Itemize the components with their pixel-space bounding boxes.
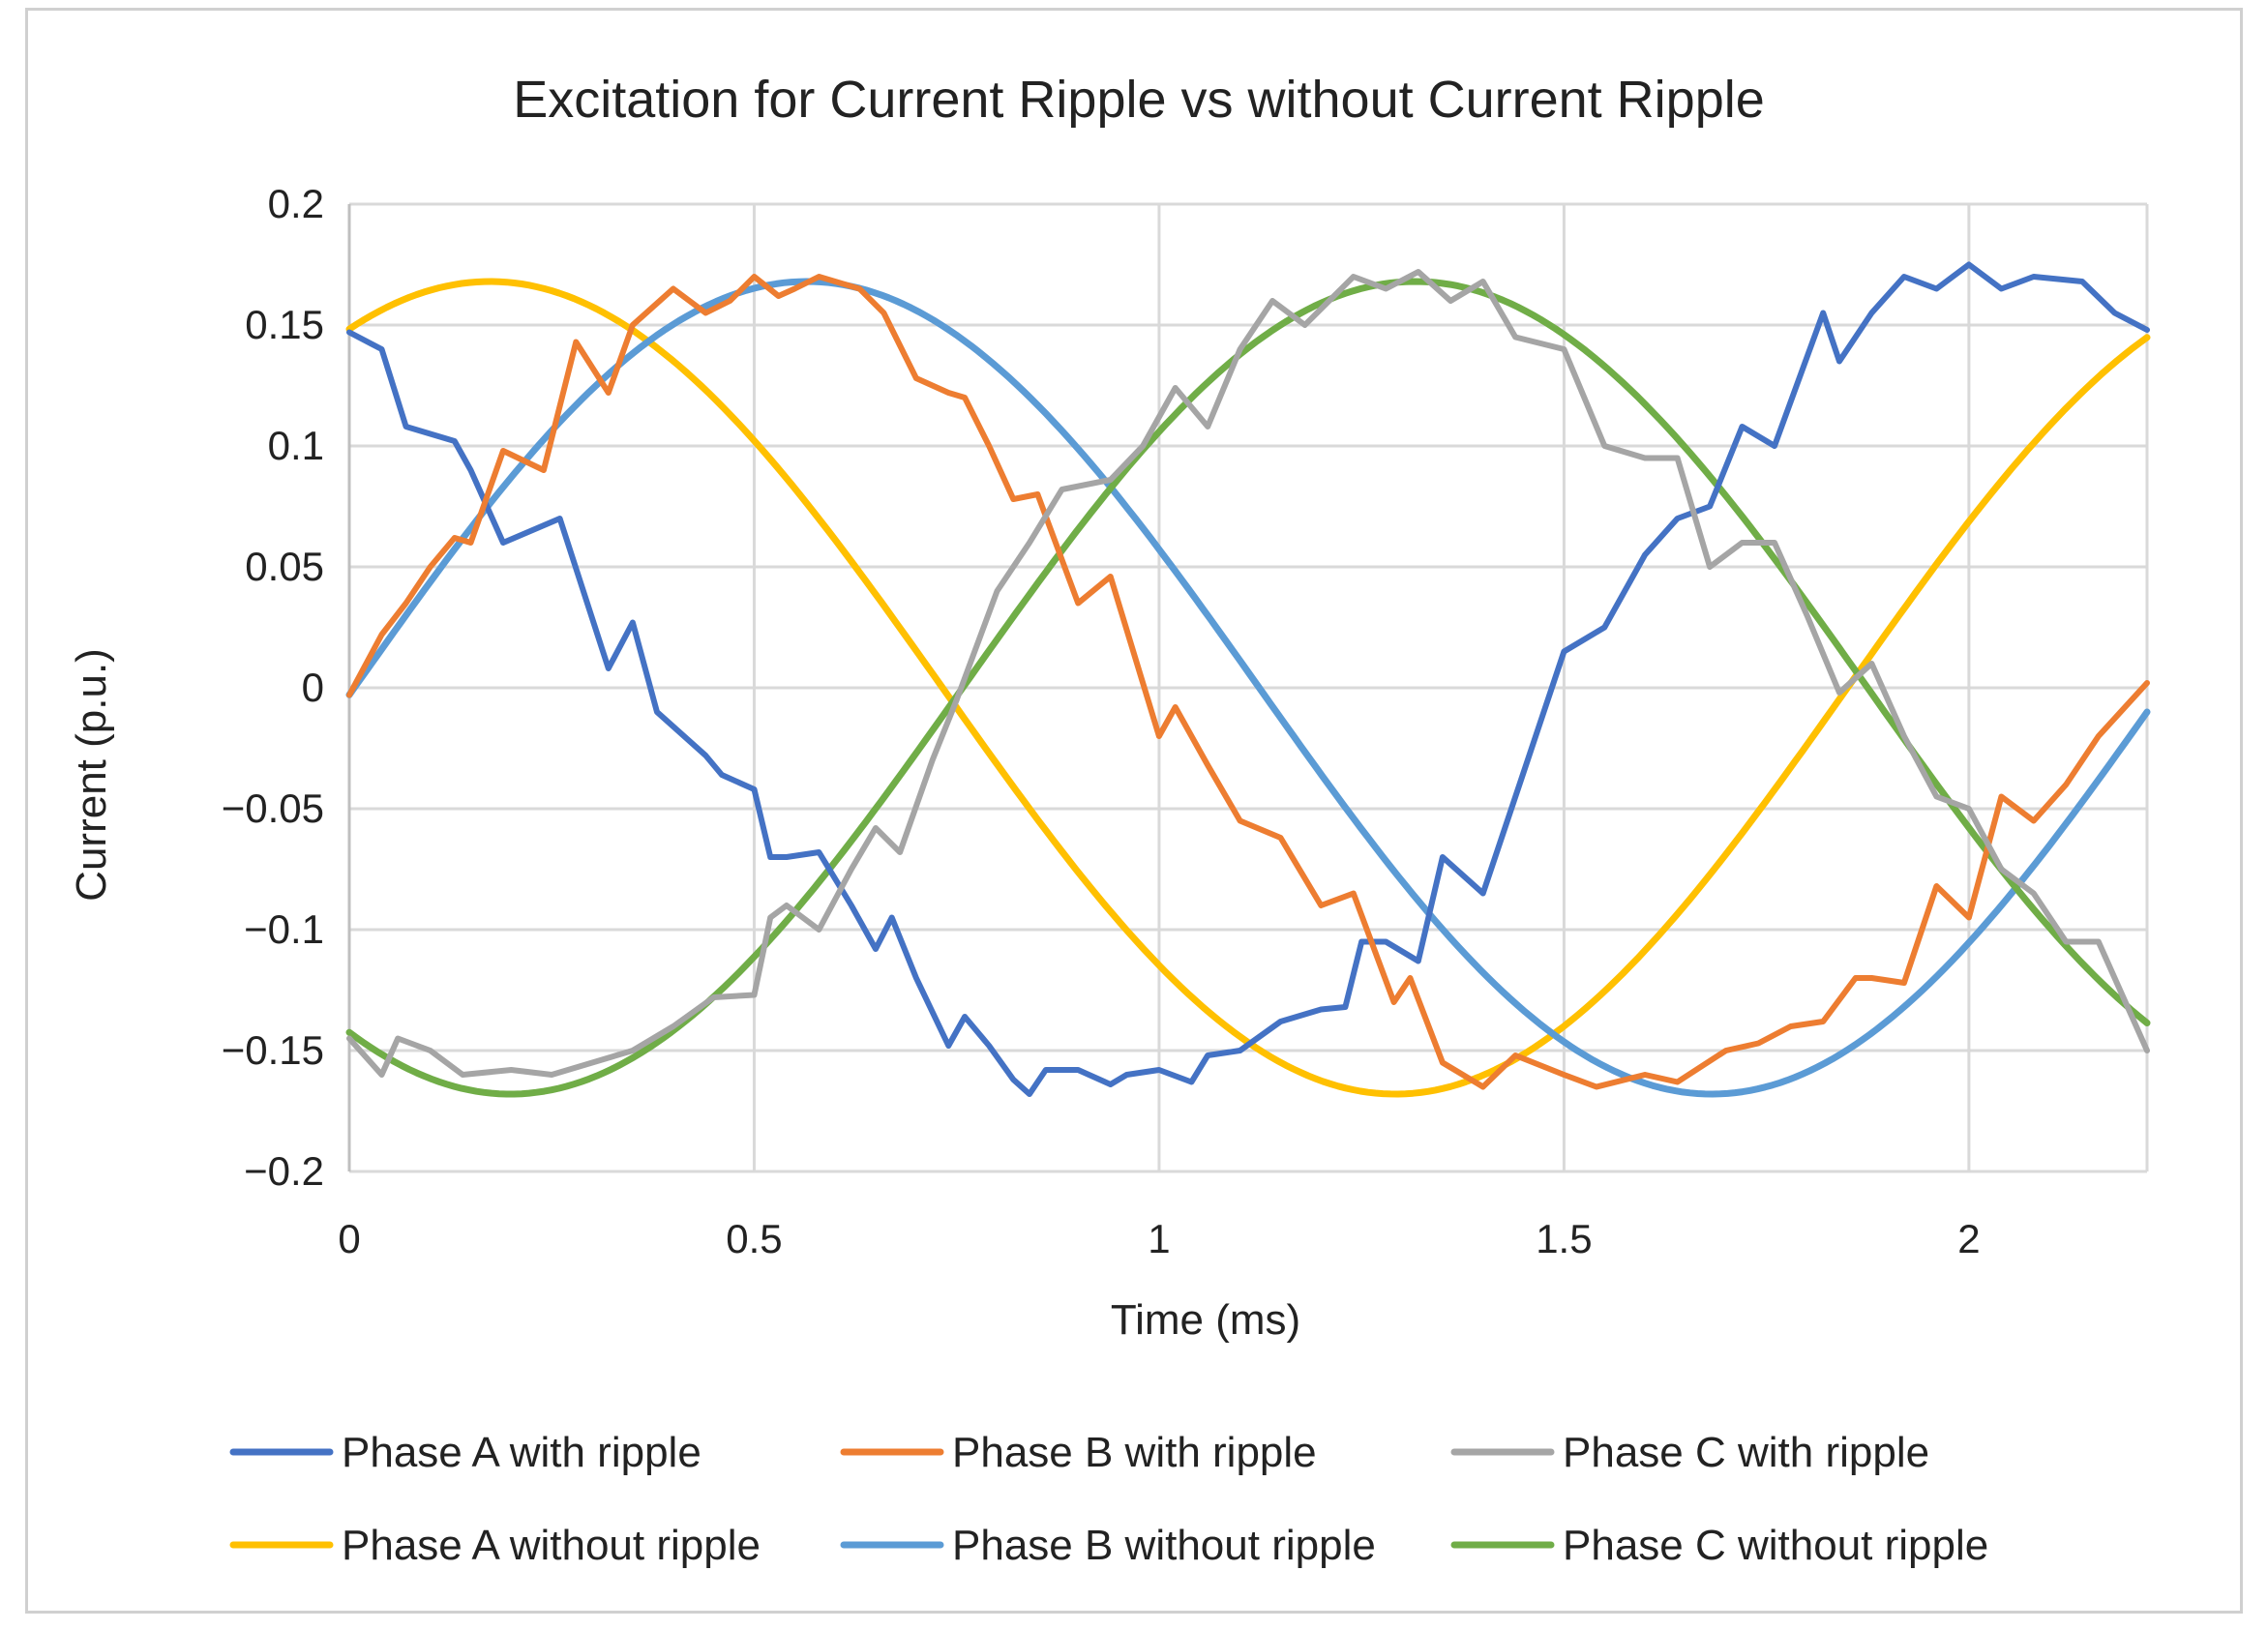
y-tick-label: −0.15 bbox=[222, 1027, 324, 1073]
y-tick-label: 0.2 bbox=[268, 181, 324, 226]
x-tick-label: 0.5 bbox=[726, 1216, 782, 1261]
series-line-phase-a-with-ripple bbox=[346, 261, 2150, 1097]
x-tick-label: 1 bbox=[1148, 1216, 1170, 1261]
legend-label: Phase A with ripple bbox=[342, 1429, 701, 1476]
legend-label: Phase C with ripple bbox=[1563, 1429, 1929, 1476]
y-tick-label: 0.1 bbox=[268, 423, 324, 468]
y-axis-label: Current (p.u.) bbox=[68, 648, 115, 902]
legend: Phase A with ripple Phase B with ripple Ph… bbox=[229, 1429, 1988, 1569]
series-line-phase-c-without-ripple bbox=[345, 278, 2151, 1098]
y-tick-label: −0.1 bbox=[244, 906, 324, 952]
chart-title: Excitation for Current Ripple vs without… bbox=[513, 71, 1765, 129]
grid-layer bbox=[349, 202, 2149, 1173]
x-tick-label: 1.5 bbox=[1536, 1216, 1592, 1261]
legend-label: Phase B without ripple bbox=[952, 1522, 1376, 1569]
legend-item: Phase C with ripple bbox=[1450, 1429, 1929, 1476]
y-tick-label: −0.2 bbox=[244, 1148, 324, 1194]
chart-frame: Excitation for Current Ripple vs without… bbox=[25, 8, 2243, 1614]
x-tick-label: 0 bbox=[338, 1216, 360, 1261]
y-tick-label: 0.05 bbox=[245, 544, 324, 589]
legend-item: Phase A with ripple bbox=[229, 1429, 701, 1476]
legend-item: Phase C without ripple bbox=[1450, 1522, 1988, 1569]
series-layer bbox=[345, 261, 2151, 1098]
y-tick-label: 0.15 bbox=[245, 302, 324, 347]
legend-item: Phase B with ripple bbox=[840, 1429, 1317, 1476]
y-tick-label: −0.05 bbox=[222, 785, 324, 831]
legend-item: Phase B without ripple bbox=[840, 1522, 1376, 1569]
legend-label: Phase C without ripple bbox=[1563, 1522, 1988, 1569]
x-axis-label: Time (ms) bbox=[1111, 1296, 1300, 1344]
chart-svg: Excitation for Current Ripple vs without… bbox=[68, 71, 2151, 1569]
series-line-phase-b-without-ripple bbox=[345, 278, 2151, 1098]
tick-layer: 0.2 0.15 0.1 0.05 0 −0.05 −0.1 −0.15 −0.2 0 0.5 1 1.… bbox=[222, 181, 1981, 1261]
legend-label: Phase B with ripple bbox=[952, 1429, 1317, 1476]
series-line-phase-b-with-ripple bbox=[346, 274, 2150, 1090]
legend-label: Phase A without ripple bbox=[342, 1522, 761, 1569]
x-tick-label: 2 bbox=[1957, 1216, 1980, 1261]
y-tick-label: 0 bbox=[302, 665, 324, 710]
legend-item: Phase A without ripple bbox=[229, 1522, 761, 1569]
series-line-phase-c-with-ripple bbox=[346, 269, 2150, 1078]
